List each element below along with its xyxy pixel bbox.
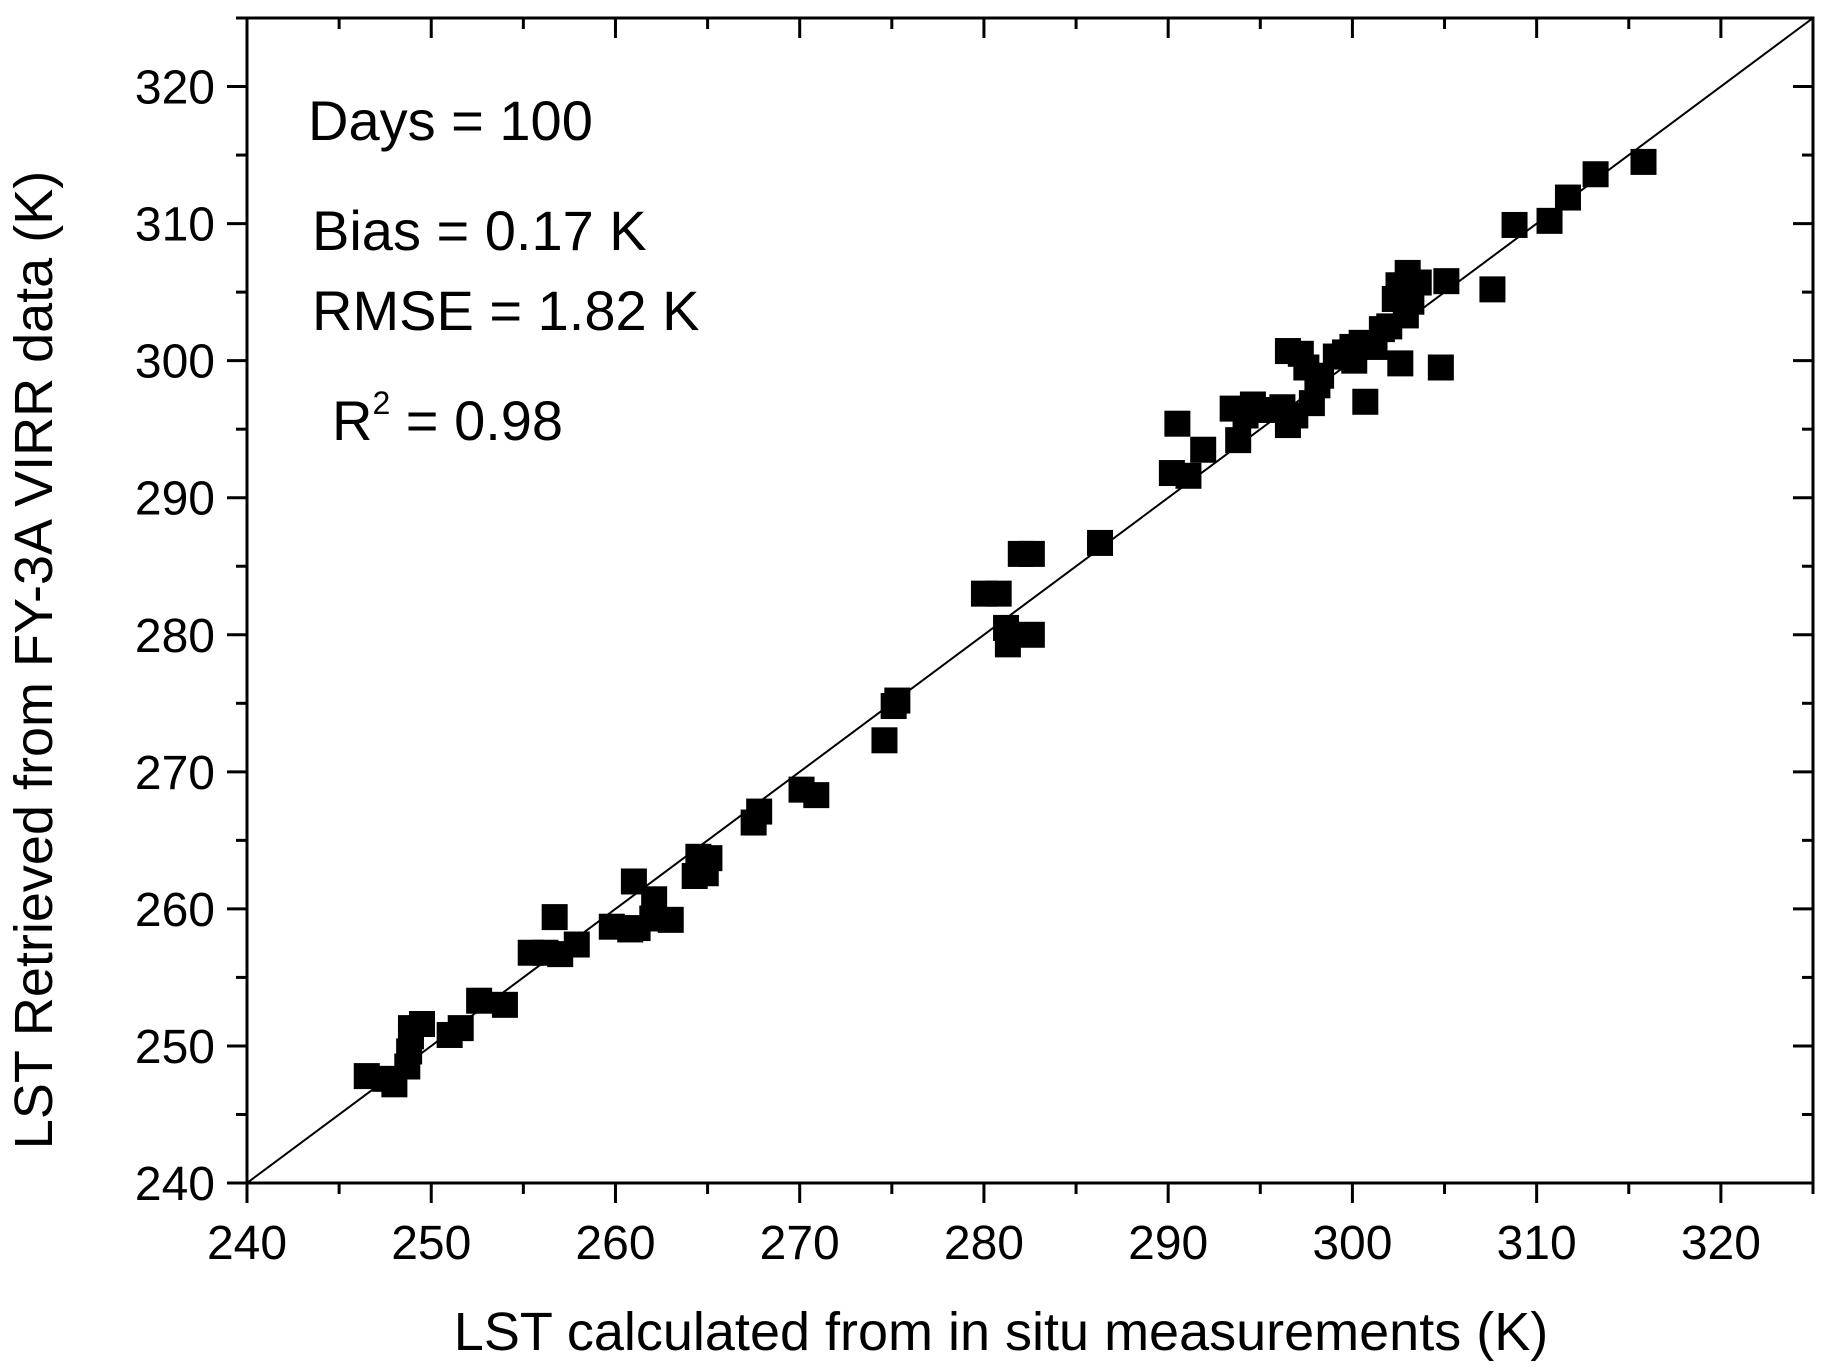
days-annotation: Days = 100 — [308, 89, 593, 152]
data-point — [447, 1015, 474, 1042]
x-tick-label: 290 — [1128, 1217, 1208, 1270]
y-tick-label: 320 — [135, 62, 215, 115]
data-point — [884, 687, 911, 714]
data-point — [1018, 621, 1045, 648]
y-tick-label: 290 — [135, 473, 215, 526]
r2-superscript: 2 — [372, 385, 390, 421]
data-point — [657, 906, 684, 933]
x-tick-label: 310 — [1497, 1217, 1577, 1270]
data-point — [1190, 436, 1217, 463]
x-axis-title: LST calculated from in situ measurements… — [454, 1302, 1548, 1362]
data-point — [871, 727, 898, 754]
data-point — [563, 931, 590, 958]
r2-annotation: R2 = 0.98 — [332, 385, 563, 452]
y-tick-label: 310 — [135, 199, 215, 252]
y-axis-title: LST Retrieved from FY-3A VIRR data (K) — [4, 171, 64, 1149]
data-points — [353, 148, 1657, 1098]
y-tick-label: 250 — [135, 1021, 215, 1074]
y-tick-label: 300 — [135, 336, 215, 389]
y-tick-label: 280 — [135, 610, 215, 663]
data-point — [1554, 184, 1581, 211]
data-point — [1018, 540, 1045, 567]
data-point — [746, 798, 773, 825]
data-point — [994, 631, 1021, 658]
data-point — [409, 1011, 436, 1038]
data-point — [541, 904, 568, 931]
x-tick-label: 320 — [1681, 1217, 1761, 1270]
data-point — [985, 580, 1012, 607]
data-point — [696, 845, 723, 872]
data-point — [1501, 211, 1528, 238]
tick-labels: 240 250 260 270 280 290 300 310 320 240 250 260 270 2… — [135, 62, 1761, 1270]
x-tick-label: 280 — [944, 1217, 1024, 1270]
y-tick-label: 270 — [135, 747, 215, 800]
x-tick-label: 250 — [391, 1217, 471, 1270]
data-point — [1479, 276, 1506, 303]
data-point — [1175, 462, 1202, 489]
data-point — [1225, 427, 1252, 454]
bias-annotation: Bias = 0.17 K — [312, 199, 647, 262]
x-tick-label: 300 — [1312, 1217, 1392, 1270]
data-point — [1352, 388, 1379, 415]
data-point — [1427, 354, 1454, 381]
x-tick-label: 270 — [760, 1217, 840, 1270]
data-point — [1433, 268, 1460, 295]
data-point — [1087, 529, 1114, 556]
x-tick-label: 260 — [575, 1217, 655, 1270]
y-tick-label: 260 — [135, 884, 215, 937]
r2-value: = 0.98 — [390, 389, 563, 452]
y-tick-label: 240 — [135, 1158, 215, 1211]
data-point — [1387, 350, 1414, 377]
data-point — [491, 991, 518, 1018]
data-point — [1582, 161, 1609, 188]
data-point — [803, 782, 830, 809]
plot-frame — [245, 16, 1815, 1185]
data-point — [1536, 207, 1563, 234]
data-point — [1405, 269, 1432, 296]
x-tick-label: 240 — [207, 1217, 287, 1270]
r2-symbol: R — [332, 389, 372, 452]
data-point — [1630, 148, 1657, 175]
data-point — [1164, 410, 1191, 437]
rmse-annotation: RMSE = 1.82 K — [312, 279, 700, 342]
data-point — [466, 987, 493, 1014]
